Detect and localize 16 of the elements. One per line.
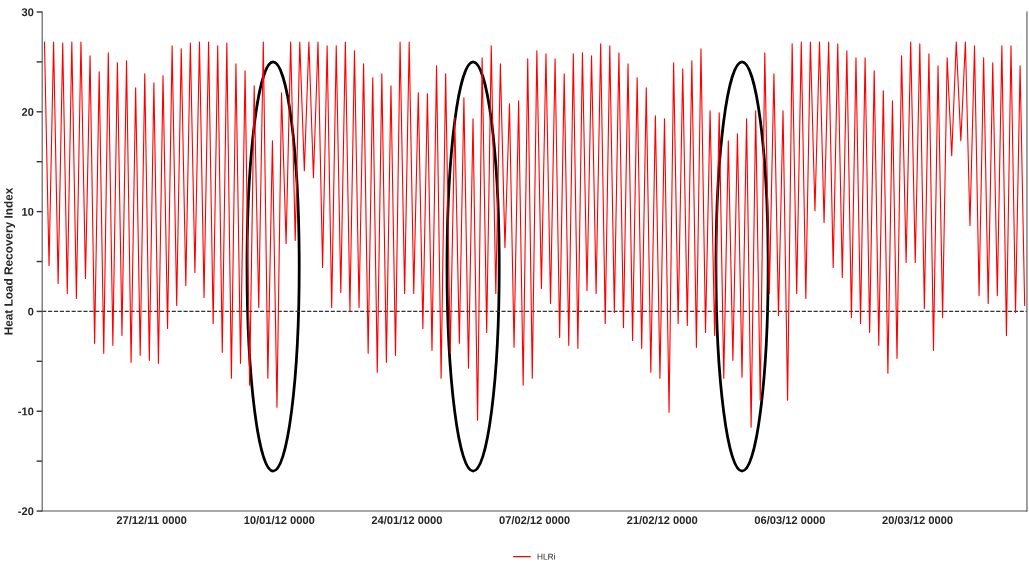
y-tick-label: 0: [28, 307, 34, 316]
x-tick-label: 10/01/12 0000: [244, 515, 315, 525]
y-tick-label: -20: [18, 507, 34, 516]
x-tick-label: 07/02/12 0000: [499, 515, 570, 525]
x-tick-label: 21/02/12 0000: [627, 515, 698, 525]
x-tick-label: 20/03/12 0000: [882, 515, 953, 525]
y-tick-label: 10: [22, 207, 34, 216]
x-tick-label: 06/03/12 0000: [754, 515, 825, 525]
line-series: [43, 41, 1026, 428]
y-tick-label: 30: [21, 8, 34, 17]
y-axis-title: Heat Load Recovery Index: [4, 187, 16, 335]
legend-label: HLRi: [537, 553, 555, 560]
x-tick-label: 27/12/11 0000: [116, 515, 187, 525]
x-tick-label: 24/01/12 0000: [371, 515, 442, 525]
y-tick-label: -10: [18, 407, 34, 416]
y-tick-label: 20: [21, 108, 34, 116]
